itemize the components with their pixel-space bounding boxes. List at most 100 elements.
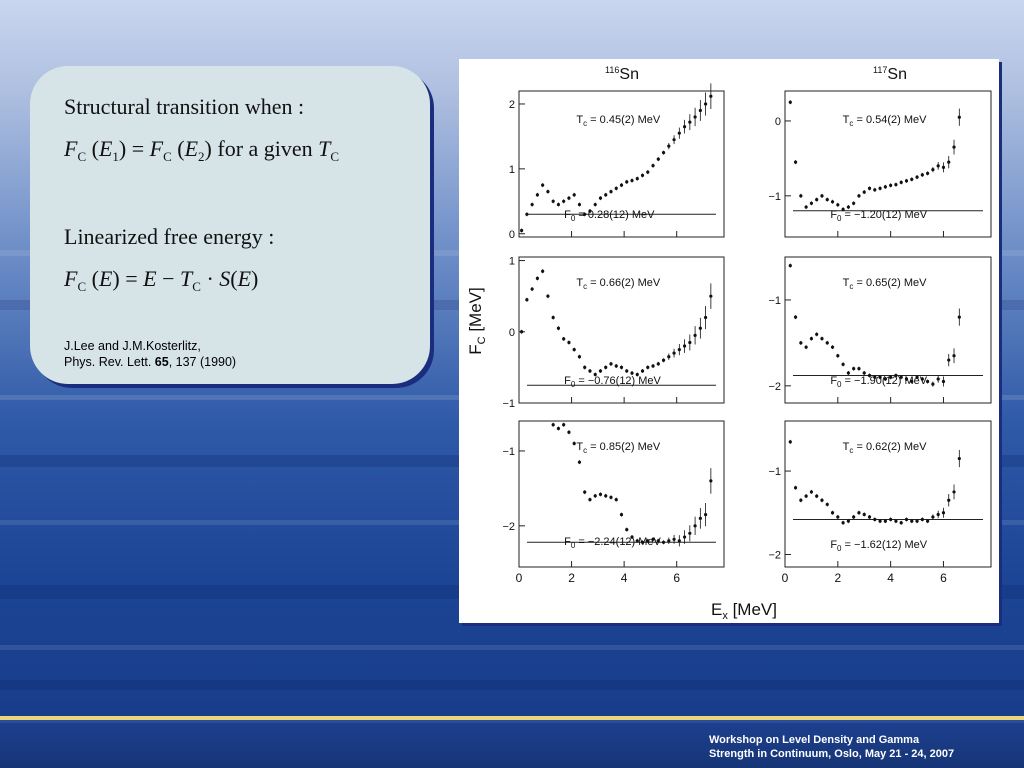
tc-label: Tc = 0.45(2) MeV [576,114,660,128]
y-tick-label: 1 [509,256,515,268]
f0-label: F0 = 0.28(12) MeV [564,209,655,223]
data-point [915,519,919,523]
data-point [656,362,660,366]
data-point [562,199,566,203]
data-point [936,377,940,381]
data-point [646,170,650,174]
data-point [825,341,829,345]
data-point [598,196,603,200]
data-point [862,512,866,517]
data-point [567,430,571,434]
data-point [577,202,582,207]
data-point [698,108,702,113]
data-point [809,336,814,341]
x-tick-label: 6 [673,571,680,585]
data-point [846,371,850,375]
y-tick-label: −2 [502,521,515,533]
eq-subscript: C [77,279,87,294]
data-point [646,539,650,543]
data-point [525,212,529,216]
data-point [577,355,582,359]
data-point [656,539,660,543]
data-point [614,498,618,502]
y-tick-label: −1 [768,295,781,307]
data-point [841,521,845,525]
y-tick-label: −1 [502,398,515,410]
data-point [682,344,687,348]
data-point [941,165,946,169]
data-point [793,315,798,319]
background-streak [0,645,1024,650]
data-point [667,144,671,148]
data-point [551,315,555,320]
data-point [520,330,524,334]
data-point [926,379,930,384]
data-point [619,183,624,187]
data-point [799,194,803,198]
transition-equation: FC (E1) = FC (E2) for a given TC [64,136,340,164]
eq-subscript: C [77,149,87,164]
data-point [572,193,576,197]
x-tick-label: 0 [516,571,523,585]
data-point [941,379,946,384]
eq-symbol: E [98,266,113,291]
data-point [936,512,940,517]
data-point [883,377,887,381]
data-point [672,537,676,541]
data-point [830,345,835,349]
x-tick-label: 6 [940,571,947,585]
data-point [530,287,534,291]
data-point [588,209,592,213]
data-point [556,426,561,431]
data-point [567,196,571,200]
y-tick-label: −1 [768,191,781,203]
data-point [682,535,687,539]
column-title: 117Sn [873,65,907,83]
background-streak [0,680,1024,690]
data-point [857,511,861,515]
data-point [947,498,951,502]
data-point [672,351,676,355]
data-point [598,369,603,373]
eq-symbol: F [64,266,78,291]
data-point [904,377,909,381]
data-point [520,228,524,233]
data-point [915,175,919,179]
footer-line-2: Strength in Continuum, Oslo, May 21 - 24… [709,748,955,760]
data-point [894,373,898,378]
data-point [609,495,613,499]
x-tick-label: 2 [834,571,841,585]
data-point [583,212,587,216]
plot-frame [784,90,992,238]
data-point [656,157,660,161]
eq-subscript: 2 [198,149,205,164]
data-point [709,94,713,98]
data-point [693,333,697,337]
data-point [904,517,909,522]
y-tick-label: −2 [768,549,781,561]
data-point [672,138,676,142]
data-point [788,263,792,268]
data-point [904,179,909,183]
data-point [867,186,872,190]
eq-symbol: F [64,136,78,161]
eq-phrase: for a given [217,136,313,161]
footer-band [0,723,1024,768]
data-point [878,375,882,379]
plot-frame [518,420,725,568]
y-tick-label: −1 [768,466,781,478]
y-tick-label: 1 [509,164,515,176]
data-point [619,365,624,369]
data-point [688,531,692,535]
data-point [682,125,687,129]
data-point [551,199,555,203]
eq-symbol: E [143,266,157,291]
data-point [873,517,877,522]
data-point [947,160,951,164]
y-tick-label: 0 [509,327,515,339]
data-point [709,479,713,483]
data-point [688,340,692,345]
data-point [867,515,872,519]
reference-authors: J.Lee and J.M.Kosterlitz, [64,339,201,353]
